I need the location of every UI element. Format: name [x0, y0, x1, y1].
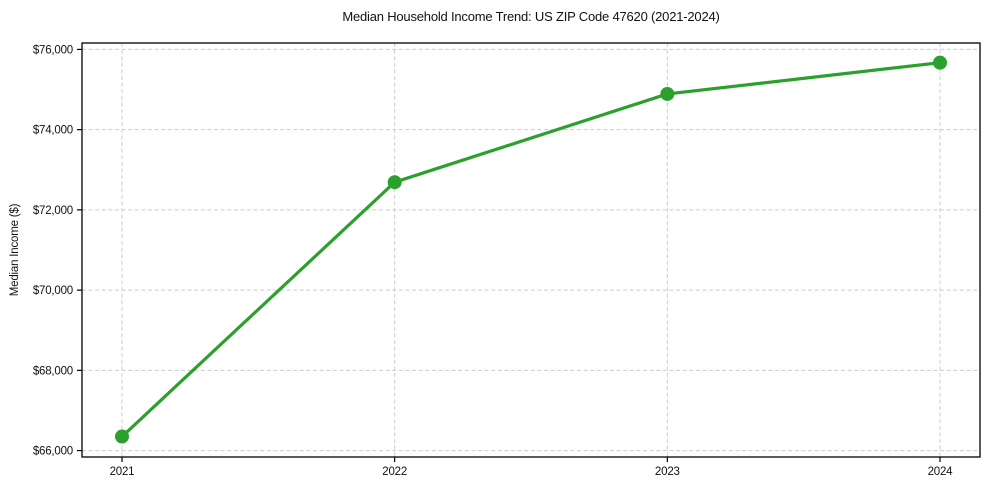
x-tick-label: 2021 — [110, 466, 135, 478]
x-tick-label: 2023 — [655, 466, 680, 478]
x-tick-label: 2022 — [382, 466, 407, 478]
line-series — [120, 61, 942, 439]
data-point — [115, 429, 129, 444]
data-point — [660, 86, 675, 101]
y-tick-label: $74,000 — [33, 125, 73, 137]
y-axis-label: Median Income ($) — [9, 203, 21, 296]
y-tick-label: $72,000 — [33, 205, 73, 217]
data-point — [933, 55, 947, 70]
y-tick-label: $68,000 — [33, 365, 73, 377]
plot-border — [81, 42, 981, 458]
data-point — [387, 175, 402, 190]
y-tick-label: $66,000 — [33, 446, 73, 458]
y-tick-label: $76,000 — [33, 44, 73, 56]
chart-title: Median Household Income Trend: US ZIP Co… — [342, 9, 719, 24]
x-tick-label: 2024 — [928, 466, 954, 478]
y-tick-label: $70,000 — [33, 285, 73, 297]
